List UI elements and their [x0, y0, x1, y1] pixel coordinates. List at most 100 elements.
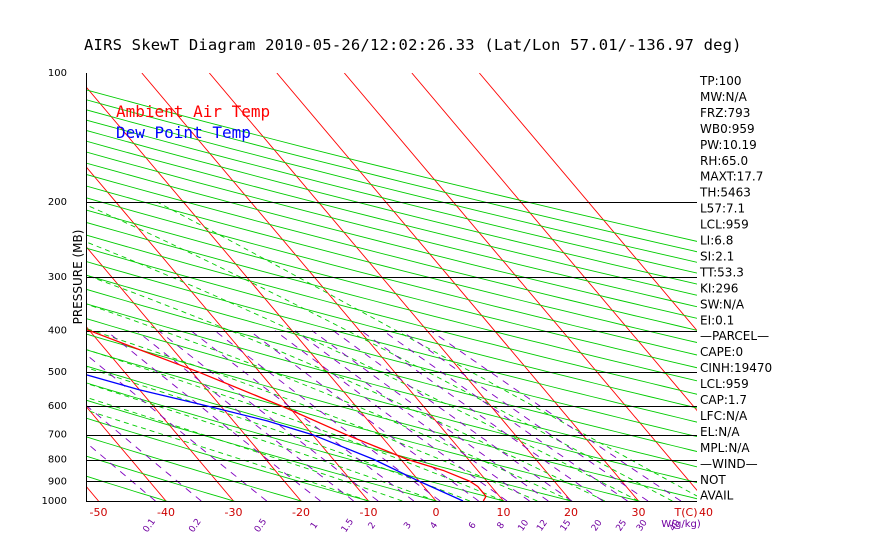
stability-index-label: EI:0.1: [700, 313, 734, 327]
dry-adiabat-line: [86, 234, 697, 395]
stability-index-label: KI:296: [700, 281, 738, 295]
stability-index-label: LFC:N/A: [700, 409, 748, 423]
dry-adiabat-line: [86, 365, 573, 501]
legend-item-ambient-air-temp: Ambient Air Temp: [116, 102, 270, 121]
dry-adiabat-line: [86, 185, 697, 343]
bottom-temp-tick-label: 0: [433, 506, 440, 519]
pressure-tick-label: 1000: [42, 496, 67, 507]
pressure-tick-label: 900: [48, 476, 67, 487]
stability-index-label: LCL:959: [700, 218, 749, 232]
dry-adiabat-line: [86, 288, 697, 452]
stability-index-label: CAPE:0: [700, 345, 743, 359]
mixing-ratio-tick-label: 3: [402, 521, 413, 531]
moist-adiabat-line: [86, 382, 437, 501]
moist-adiabat-line: [86, 396, 403, 501]
mixing-ratio-tick-label: 0.1: [142, 517, 158, 534]
mixing-ratio-tick-label: 10: [516, 518, 531, 533]
mixing-ratio-axis-label: W(g/kg): [661, 519, 701, 530]
moist-adiabat-line: [156, 201, 697, 497]
dry-adiabat-line: [86, 109, 697, 263]
dry-adiabat-line: [86, 303, 697, 468]
pressure-tick-label: 600: [48, 401, 67, 412]
mixing-ratio-tick-label: 15: [559, 518, 574, 533]
chart-title: AIRS SkewT Diagram 2010-05-26/12:02:26.3…: [84, 36, 742, 54]
dry-adiabat-line: [86, 349, 641, 501]
mixing-ratio-tick-label: 20: [590, 518, 605, 533]
mixing-ratio-line: [86, 404, 202, 501]
dry-adiabat-line: [86, 455, 236, 501]
dry-adiabat-line: [86, 173, 697, 331]
dry-adiabat-line: [86, 247, 697, 409]
mixing-ratio-tick-label: 6: [467, 520, 479, 531]
stability-index-label: SW:N/A: [700, 297, 745, 311]
pressure-tick-label: 700: [48, 430, 67, 441]
mixing-ratio-tick-label: 0.2: [187, 517, 203, 534]
stability-index-label: LI:6.8: [700, 234, 733, 248]
stability-index-label: MPL:N/A: [700, 441, 750, 455]
moist-adiabat-line: [86, 274, 605, 501]
mixing-ratio-tick-label: 2: [367, 521, 378, 531]
dry-adiabat-line: [86, 162, 697, 319]
stability-index-label: TT:53.3: [699, 265, 744, 279]
series-line-dew-point-temp: [86, 373, 464, 501]
mixing-ratio-line: [311, 330, 549, 501]
bottom-temp-tick-label: 30: [632, 506, 646, 519]
stability-index-label: MW:N/A: [700, 90, 748, 104]
stability-index-label: PW:10.19: [700, 138, 757, 152]
dry-adiabat-line: [86, 260, 697, 423]
mixing-ratio-tick-label: 25: [614, 518, 629, 533]
dry-adiabat-line: [86, 151, 697, 308]
bottom-temp-tick-label: 20: [564, 506, 578, 519]
pressure-tick-label: 500: [48, 367, 67, 378]
mixing-ratio-tick-label: 30: [635, 518, 650, 533]
stability-index-label: MAXT:17.7: [700, 170, 763, 184]
stability-index-label: LCL:959: [700, 377, 749, 391]
pressure-tick-label: 200: [48, 197, 67, 208]
mixing-ratio-tick-label: 8: [496, 520, 508, 531]
stability-index-label: CINH:19470: [700, 361, 772, 375]
moist-adiabat-line: [86, 241, 639, 501]
bottom-temp-tick-label: 40: [699, 506, 713, 519]
series-line-ambient-air-temp: [86, 328, 487, 501]
moist-adiabat-line: [86, 303, 572, 501]
stability-index-label: L57:7.1: [700, 202, 745, 216]
stability-index-label: AVAIL: [700, 489, 734, 503]
dry-adiabat-line: [86, 333, 697, 500]
isotherm-line: [86, 165, 369, 501]
dry-adiabat-line: [86, 197, 697, 356]
moist-adiabat-line: [86, 327, 538, 501]
stability-index-label: FRZ:793: [700, 106, 750, 120]
dry-adiabat-line: [86, 129, 697, 285]
stability-index-label: TP:100: [699, 74, 742, 88]
isotherm-line: [208, 73, 572, 501]
pressure-tick-label: 300: [48, 272, 67, 283]
isotherm-line: [343, 73, 697, 492]
mixing-ratio-line: [274, 330, 508, 501]
moist-adiabat-line: [86, 204, 673, 501]
dry-adiabat-line: [86, 475, 168, 501]
isotherm-line: [86, 245, 302, 501]
stability-index-label: NOT: [700, 473, 726, 487]
dry-adiabat-line: [86, 382, 506, 501]
isotherm-line: [86, 86, 437, 501]
dry-adiabat-line: [86, 209, 697, 369]
mixing-ratio-tick-label: 1: [309, 521, 320, 531]
dry-adiabat-line: [86, 436, 303, 501]
dry-adiabat-line: [86, 140, 697, 296]
dry-adiabat-line: [86, 399, 438, 501]
stability-index-label: SI:2.1: [700, 249, 734, 263]
isotherm-line: [86, 405, 167, 501]
bottom-temp-tick-label: -50: [90, 506, 108, 519]
bottom-temp-tick-label: -10: [360, 506, 378, 519]
stability-index-label: EL:N/A: [700, 425, 740, 439]
mixing-ratio-line: [382, 330, 628, 501]
mixing-ratio-tick-label: 4: [429, 520, 441, 531]
stability-index-label: RH:65.0: [700, 154, 748, 168]
pressure-tick-label: 800: [48, 455, 67, 466]
mixing-ratio-line: [86, 441, 156, 501]
dry-adiabat-line: [86, 99, 697, 253]
pressure-tick-label: 400: [48, 326, 67, 337]
pressure-tick-label: 100: [48, 68, 67, 79]
bottom-temp-tick-label: -30: [225, 506, 243, 519]
